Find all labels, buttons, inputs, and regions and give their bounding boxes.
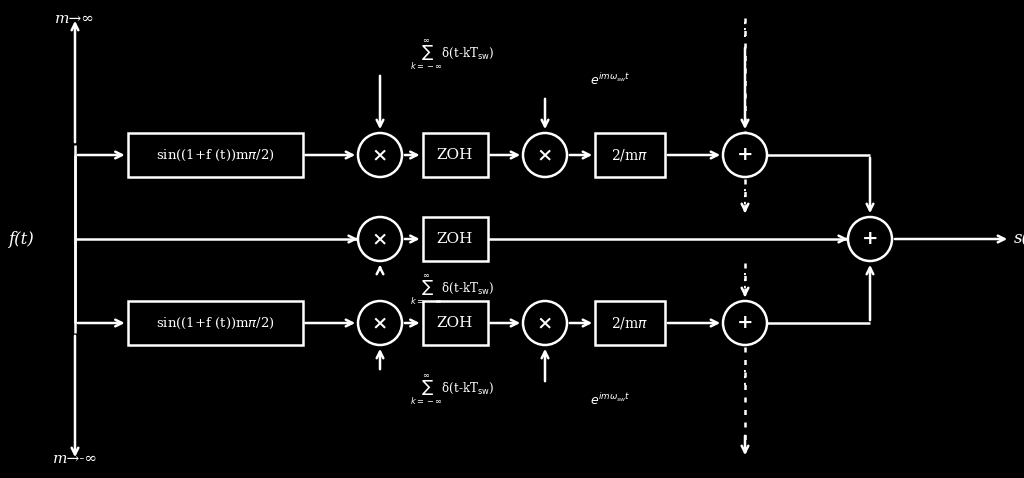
Text: 2/m$\pi$: 2/m$\pi$: [611, 147, 648, 163]
Bar: [595, 301, 665, 345]
Text: ×: ×: [372, 314, 388, 332]
Circle shape: [848, 217, 892, 261]
Circle shape: [358, 133, 402, 177]
Text: ⋮: ⋮: [736, 188, 754, 206]
Text: ZOH: ZOH: [437, 316, 473, 330]
Text: $\sum_{k=-\infty}^{\infty}$δ(t-kT$_{\mathrm{sw}}$): $\sum_{k=-\infty}^{\infty}$δ(t-kT$_{\mat…: [410, 373, 495, 407]
Text: 2/m$\pi$: 2/m$\pi$: [611, 315, 648, 331]
Text: f(t): f(t): [8, 230, 34, 248]
Text: s(t): s(t): [1014, 230, 1024, 248]
Text: ⋮: ⋮: [66, 98, 84, 116]
Text: +: +: [862, 230, 879, 248]
Text: ×: ×: [372, 146, 388, 164]
Text: ×: ×: [537, 146, 553, 164]
Text: ⋮: ⋮: [736, 369, 754, 387]
Text: sin((1+f (t))m$\pi$/2): sin((1+f (t))m$\pi$/2): [156, 315, 274, 331]
Circle shape: [523, 133, 567, 177]
Text: ×: ×: [537, 314, 553, 332]
Text: ZOH: ZOH: [437, 232, 473, 246]
Text: m→∞: m→∞: [55, 12, 95, 26]
Circle shape: [723, 301, 767, 345]
Text: m→-∞: m→-∞: [52, 452, 97, 466]
Text: sin((1+f (t))m$\pi$/2): sin((1+f (t))m$\pi$/2): [156, 147, 274, 163]
Bar: [423, 217, 487, 261]
Bar: [595, 133, 665, 177]
Text: +: +: [736, 146, 754, 164]
Circle shape: [723, 133, 767, 177]
Text: ⋮: ⋮: [736, 21, 754, 39]
Text: ⋮: ⋮: [66, 362, 84, 380]
Bar: [128, 133, 302, 177]
Text: ⋮: ⋮: [736, 272, 754, 290]
Text: ×: ×: [372, 230, 388, 248]
Circle shape: [358, 301, 402, 345]
Circle shape: [358, 217, 402, 261]
Text: $\sum_{k=-\infty}^{\infty}$δ(t-kT$_{\mathrm{sw}}$): $\sum_{k=-\infty}^{\infty}$δ(t-kT$_{\mat…: [410, 272, 495, 307]
Bar: [423, 301, 487, 345]
Text: ZOH: ZOH: [437, 148, 473, 162]
Text: $\sum_{k=-\infty}^{\infty}$δ(t-kT$_{\mathrm{sw}}$): $\sum_{k=-\infty}^{\infty}$δ(t-kT$_{\mat…: [410, 38, 495, 72]
Text: $e^{im\omega_{sw}t}$: $e^{im\omega_{sw}t}$: [590, 392, 631, 408]
Circle shape: [523, 301, 567, 345]
Bar: [423, 133, 487, 177]
Text: +: +: [736, 314, 754, 332]
Text: $e^{im\omega_{sw}t}$: $e^{im\omega_{sw}t}$: [590, 72, 631, 88]
Bar: [128, 301, 302, 345]
